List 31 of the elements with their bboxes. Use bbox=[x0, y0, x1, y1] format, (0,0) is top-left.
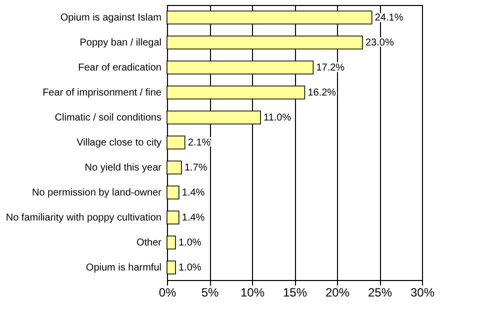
bar bbox=[166, 160, 182, 174]
x-tick-label: 5% bbox=[201, 286, 219, 300]
data-label: 11.0% bbox=[264, 112, 292, 124]
data-label: 1.4% bbox=[182, 212, 205, 224]
y-tick-label: No yield this year bbox=[84, 162, 162, 174]
y-tick-label: Poppy ban / illegal bbox=[80, 38, 162, 48]
bar bbox=[166, 136, 186, 150]
y-tick-label: Village close to city bbox=[76, 138, 162, 148]
bar bbox=[166, 236, 176, 250]
x-tick-label: 10% bbox=[240, 286, 265, 300]
y-tick-label: Other bbox=[136, 238, 162, 248]
data-label: 1.7% bbox=[184, 162, 208, 174]
y-tick-label: Opium is harmful bbox=[86, 262, 162, 274]
bar bbox=[166, 260, 176, 274]
data-label: 1.0% bbox=[178, 262, 202, 274]
bar bbox=[166, 210, 180, 224]
y-tick-label: Fear of eradication bbox=[78, 62, 162, 74]
x-tick-label: 15% bbox=[282, 286, 308, 300]
data-label: 1.4% bbox=[182, 188, 205, 198]
y-tick-label: No familiarity with poppy cultivation bbox=[6, 212, 162, 224]
data-label: 16.2% bbox=[308, 88, 336, 98]
y-tick-label: No permission by land-owner bbox=[32, 188, 162, 198]
x-tick-label: 25% bbox=[368, 286, 392, 300]
y-tick-label: Fear of imprisonment / fine bbox=[42, 88, 162, 98]
y-tick-label: Opium is against Islam bbox=[60, 12, 162, 24]
x-tick-label: 0% bbox=[158, 286, 176, 300]
x-tick-label: 30% bbox=[410, 286, 435, 300]
data-label: 1.0% bbox=[178, 238, 202, 248]
x-tick-label: 20% bbox=[325, 286, 350, 300]
bar bbox=[166, 186, 180, 200]
y-tick-label: Climatic / soil conditions bbox=[54, 112, 162, 124]
